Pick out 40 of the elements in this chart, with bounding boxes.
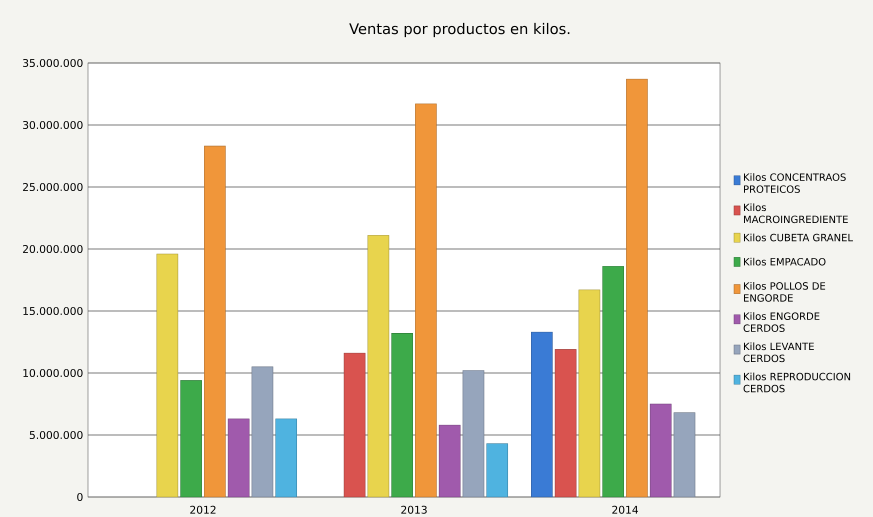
legend-label: Kilos ENGORDE CERDOS <box>744 312 820 332</box>
legend-label: Kilos CUBETA GRANEL <box>744 234 853 242</box>
bar <box>674 412 696 498</box>
bar <box>626 78 648 498</box>
bar <box>650 404 672 498</box>
y-tick-label: 10.000.000 <box>23 368 83 378</box>
legend-label: Kilos CONCENTRAOS PROTEICOS <box>744 173 846 193</box>
bar <box>531 332 553 498</box>
legend-label: Kilos EMPACADO <box>744 258 826 266</box>
legend-label: Kilos MACROINGREDIENTE <box>744 203 848 224</box>
bar <box>391 333 413 498</box>
y-tick-label: 25.000.000 <box>22 182 83 192</box>
bar <box>368 235 390 498</box>
bar <box>602 266 624 498</box>
x-tick-label: 2012 <box>190 506 216 514</box>
x-tick-label: 2014 <box>612 506 638 514</box>
y-tick-label: 35.000.000 <box>23 58 83 68</box>
legend-label: Kilos REPRODUCCION CERDOS <box>744 372 850 392</box>
bar <box>204 146 226 498</box>
x-tick-label: 2013 <box>401 506 427 514</box>
bar <box>344 352 366 498</box>
bar <box>252 366 274 498</box>
bar <box>462 370 484 498</box>
bar <box>415 104 437 498</box>
y-tick-label: 5.000.000 <box>30 430 83 440</box>
y-tick-label: 0 <box>77 492 83 502</box>
y-tick-label: 15.000.000 <box>23 306 83 316</box>
chart-title: Ventas por productos en kilos. <box>349 22 570 38</box>
bar <box>275 418 298 498</box>
y-tick-label: 30.000.000 <box>23 120 83 130</box>
legend-label: Kilos LEVANTE CERDOS <box>744 342 814 362</box>
bar <box>228 418 250 498</box>
bar <box>438 424 461 498</box>
bar <box>156 254 178 498</box>
legend-label: Kilos POLLOS DE ENGORDE <box>744 282 826 302</box>
y-tick-label: 20.000.000 <box>22 244 83 254</box>
bar <box>578 290 600 498</box>
bar <box>554 349 576 498</box>
bar <box>180 380 202 498</box>
bar <box>486 443 508 498</box>
